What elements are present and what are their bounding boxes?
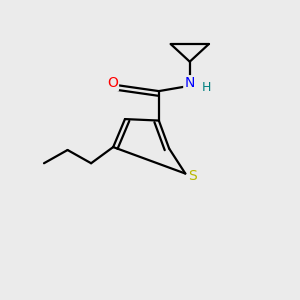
Text: H: H bbox=[201, 81, 211, 94]
Text: N: N bbox=[184, 76, 195, 91]
Text: O: O bbox=[107, 76, 118, 90]
Text: S: S bbox=[188, 169, 197, 184]
